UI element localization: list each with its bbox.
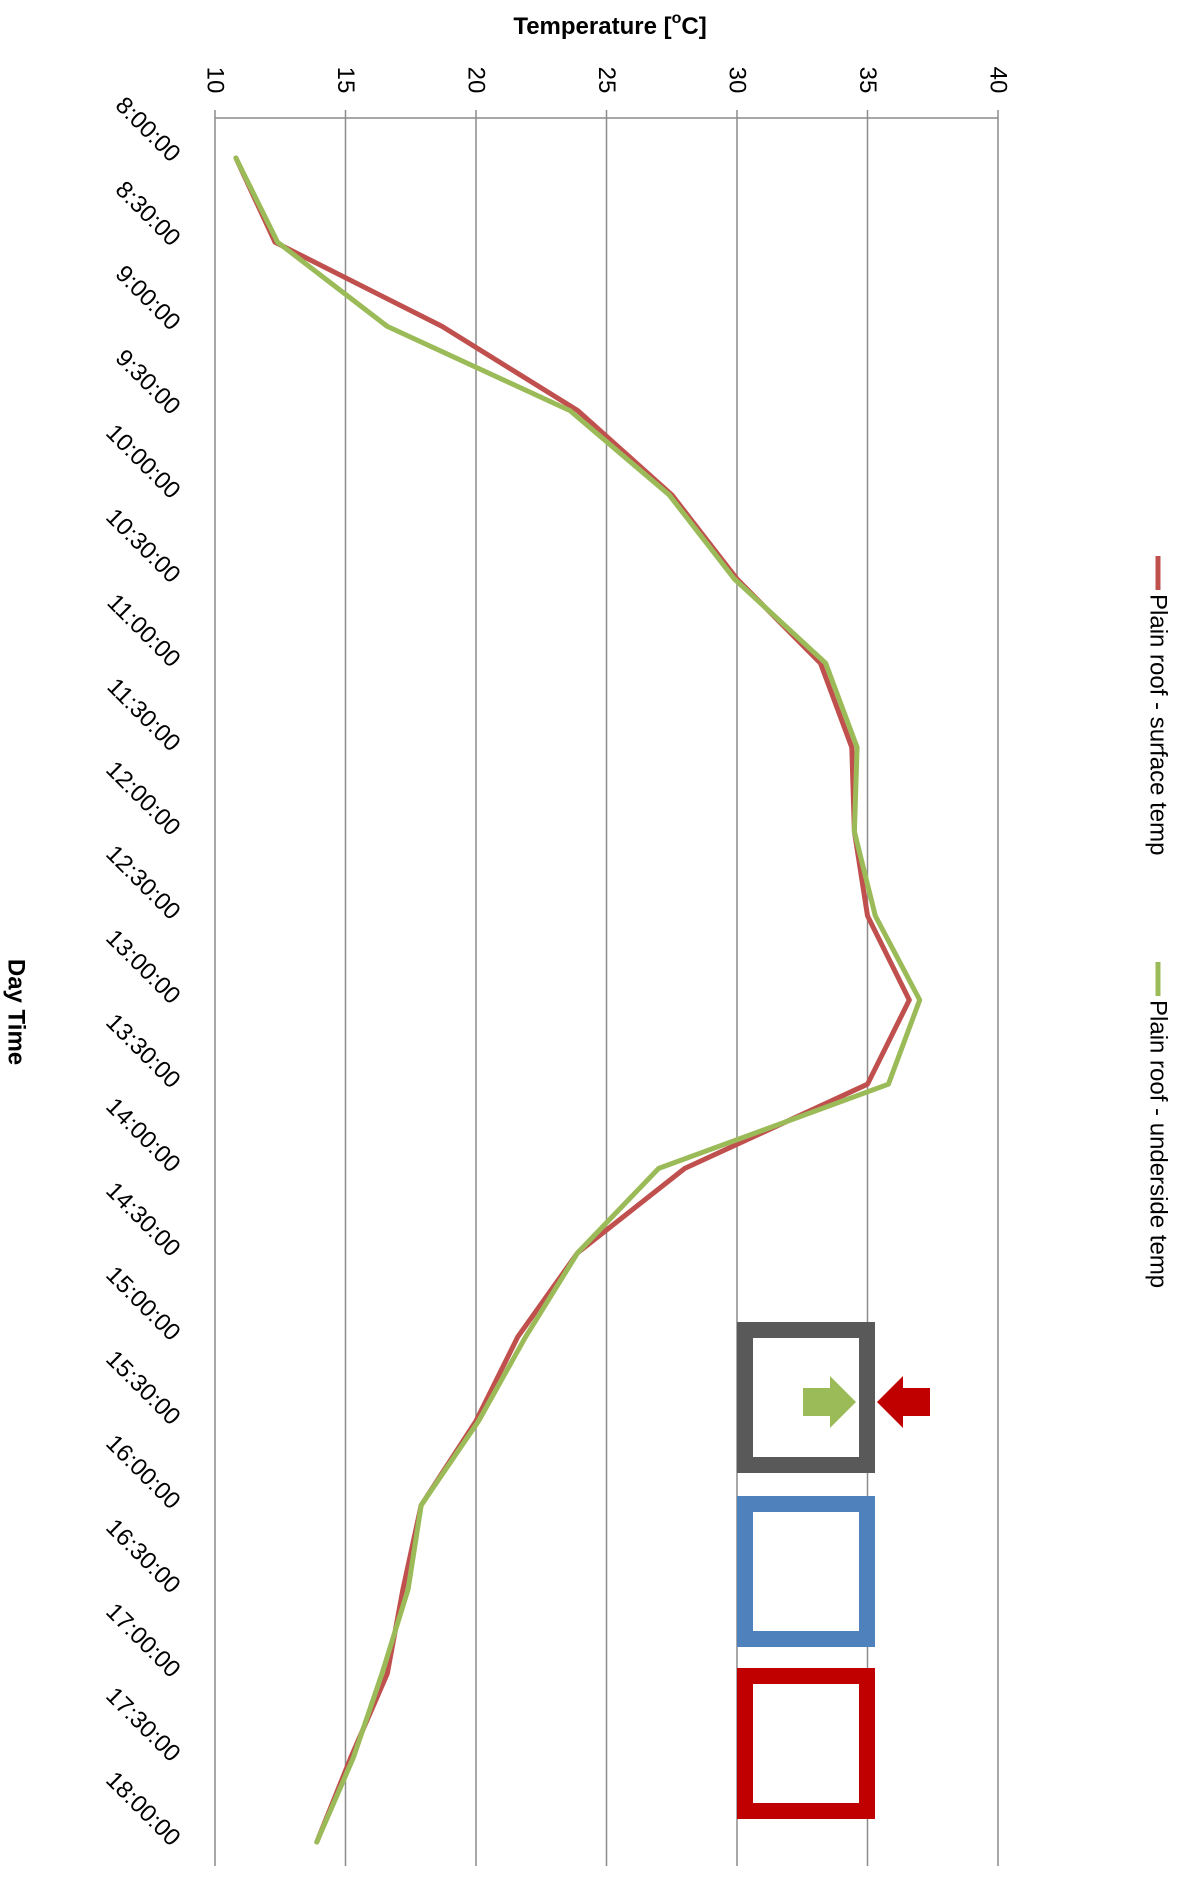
y-axis-title: Temperature [oC] [513,10,706,40]
y-tick-label: 40 [985,67,1012,94]
indicator-box-red [737,1668,875,1819]
x-tick-label: 11:00:00 [102,589,186,673]
series-line-2 [233,155,923,1845]
y-tick-label: 15 [332,67,359,94]
y-axis-ticks: 10 15 20 25 30 35 40 [202,67,1012,94]
x-tick-label: 8:30:00 [110,176,186,252]
green-arrow-icon [803,1376,856,1428]
red-arrow-icon [877,1376,930,1428]
y-tick-label: 30 [724,67,751,94]
y-tick-label: 35 [854,67,881,94]
indicator-box-blue [737,1496,875,1647]
legend: Plain roof - surface temp Plain roof - un… [1145,556,1172,1288]
x-tick-label: 15:30:00 [100,1345,185,1430]
x-tick-label: 11:30:00 [102,673,186,757]
y-tick-label: 25 [593,67,620,94]
x-axis-ticks: 8:00:00 8:30:00 9:00:00 9:30:0010:00:0010:3… [100,92,185,1852]
indicator-boxes [737,1322,875,1819]
x-tick-label: 15:00:00 [100,1261,185,1346]
y-tick-label: 10 [202,67,229,94]
indicator-box-gray [737,1322,875,1473]
x-tick-label: 17:30:00 [100,1682,185,1767]
x-tick-label: 17:00:00 [100,1598,185,1683]
series-lines [233,155,923,1845]
series-line-1 [233,155,912,1845]
legend-label: Plain roof - underside temp [1145,1000,1172,1288]
x-axis-title: Day Time [3,959,30,1065]
x-tick-label: 9:00:00 [110,260,186,336]
x-tick-label: 14:00:00 [100,1093,185,1178]
indicator-arrows [803,1376,930,1428]
legend-label: Plain roof - surface temp [1145,594,1172,855]
x-tick-label: 10:30:00 [100,503,185,588]
x-tick-label: 9:30:00 [110,344,186,420]
y-tick-label: 20 [463,67,490,94]
x-tick-label: 14:30:00 [100,1177,185,1262]
x-tick-label: 16:30:00 [100,1514,185,1599]
x-tick-label: 12:00:00 [100,756,185,841]
x-tick-label: 13:00:00 [100,924,185,1009]
x-tick-label: 8:00:00 [110,92,186,168]
x-tick-label: 18:00:00 [100,1766,185,1851]
x-tick-label: 16:00:00 [100,1430,185,1515]
x-tick-label: 10:00:00 [100,419,185,504]
gridlines [214,110,999,1866]
x-tick-label: 12:30:00 [100,840,185,925]
x-tick-label: 13:30:00 [100,1009,185,1094]
